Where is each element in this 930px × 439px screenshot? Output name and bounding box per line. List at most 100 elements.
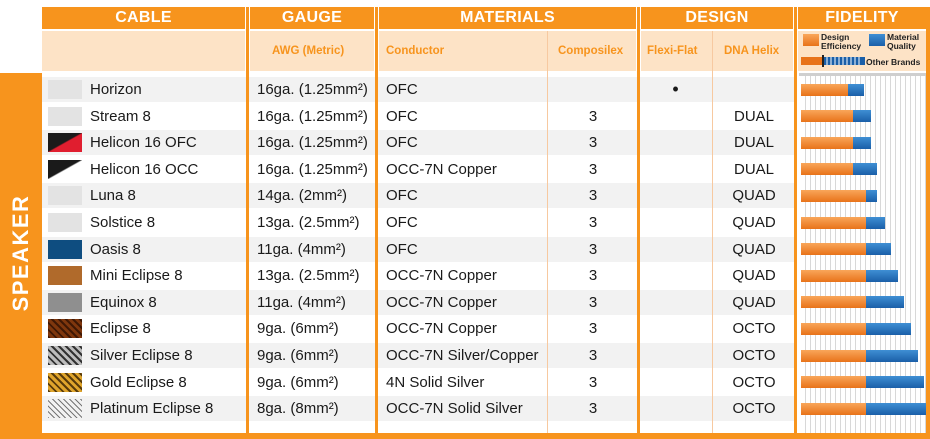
composilex-value: 3 bbox=[588, 187, 598, 205]
material-quality-bar bbox=[853, 136, 871, 149]
gauge-value: 13ga. (2.5mm²) bbox=[257, 214, 360, 231]
subheader-flexi-flat: Flexi-Flat bbox=[647, 45, 698, 57]
flexi-flat-value bbox=[638, 263, 713, 288]
flexi-flat-value bbox=[638, 343, 713, 368]
gauge-value: 16ga. (1.25mm²) bbox=[257, 134, 368, 152]
table-row: Mini Eclipse 8 13ga. (2.5mm²) OCC-7N Coppe… bbox=[42, 263, 795, 289]
dna-helix-value: OCTO bbox=[732, 400, 776, 418]
design-efficiency-bar bbox=[801, 110, 854, 123]
cable-swatch bbox=[48, 319, 82, 339]
fidelity-bars-panel bbox=[799, 73, 928, 433]
composilex-value: 3 bbox=[588, 160, 598, 178]
subheader-awg: AWG (Metric) bbox=[272, 45, 345, 57]
column-divider bbox=[794, 7, 797, 433]
cable-name: Gold Eclipse 8 bbox=[90, 373, 187, 391]
legend-other-brands: Other Brands bbox=[866, 57, 921, 67]
conductor-value: OCC-7N Copper bbox=[386, 320, 497, 338]
fidelity-gridline bbox=[910, 73, 911, 433]
flexi-flat-value bbox=[638, 237, 713, 262]
subheader-gauge-bg bbox=[250, 31, 374, 71]
header-gauge: GAUGE bbox=[250, 7, 374, 29]
material-quality-bar bbox=[865, 269, 898, 282]
dna-helix-value: DUAL bbox=[733, 160, 774, 178]
conductor-value: OFC bbox=[386, 107, 418, 125]
flexi-flat-value: • bbox=[672, 79, 679, 99]
composilex-value: 3 bbox=[588, 293, 598, 311]
cable-name: Solstice 8 bbox=[90, 214, 156, 231]
cable-name: Mini Eclipse 8 bbox=[90, 267, 183, 285]
design-efficiency-bar bbox=[801, 402, 866, 415]
dna-helix-value: OCTO bbox=[732, 320, 776, 338]
cable-swatch bbox=[48, 186, 82, 206]
design-efficiency-bar bbox=[801, 163, 854, 176]
design-efficiency-bar bbox=[801, 269, 866, 282]
table-row: Equinox 8 11ga. (4mm²) OCC-7N Copper 3 QUAD bbox=[42, 289, 795, 315]
composilex-value: 3 bbox=[588, 267, 598, 285]
table-row: Horizon 16ga. (1.25mm²) OFC • bbox=[42, 77, 795, 102]
cable-swatch bbox=[48, 80, 82, 99]
subheader-design-bg bbox=[641, 31, 793, 71]
design-efficiency-bar bbox=[801, 243, 866, 256]
gauge-value: 16ga. (1.25mm²) bbox=[257, 81, 368, 98]
cable-name: Helicon 16 OFC bbox=[90, 134, 197, 152]
material-quality-bar bbox=[865, 216, 885, 229]
design-efficiency-bar bbox=[801, 189, 866, 202]
dna-helix-value bbox=[713, 77, 795, 102]
header-cable: CABLE bbox=[42, 7, 245, 29]
material-quality-bar bbox=[865, 322, 912, 335]
fidelity-gridline bbox=[915, 73, 916, 433]
fidelity-gridline bbox=[920, 73, 921, 433]
fidelity-gridline bbox=[925, 73, 926, 433]
speaker-side-label: SPEAKER bbox=[8, 194, 33, 312]
flexi-flat-value bbox=[638, 130, 713, 155]
conductor-value: OCC-7N Copper bbox=[386, 267, 497, 285]
cable-name: Horizon bbox=[90, 81, 142, 98]
gauge-value: 9ga. (6mm²) bbox=[257, 347, 339, 364]
flexi-flat-value bbox=[638, 210, 713, 235]
table-row: Silver Eclipse 8 9ga. (6mm²) OCC-7N Silver… bbox=[42, 343, 795, 368]
other-brands-bar-icon bbox=[801, 55, 865, 67]
bottom-border bbox=[0, 433, 930, 439]
subheader-cable-bg bbox=[42, 31, 245, 71]
cable-name: Stream 8 bbox=[90, 107, 151, 125]
cable-swatch bbox=[48, 372, 82, 392]
dna-helix-value: DUAL bbox=[733, 107, 774, 125]
gauge-value: 11ga. (4mm²) bbox=[257, 240, 346, 258]
column-divider bbox=[246, 7, 249, 433]
conductor-value: OCC-7N Copper bbox=[386, 293, 497, 311]
material-quality-bar bbox=[865, 243, 892, 256]
flexi-flat-value bbox=[638, 104, 713, 129]
material-quality-bar bbox=[853, 110, 871, 123]
conductor-value: OFC bbox=[386, 187, 418, 205]
conductor-value: OFC bbox=[386, 214, 418, 231]
flexi-flat-value bbox=[638, 157, 713, 182]
design-efficiency-bar bbox=[801, 322, 866, 335]
legend-design-efficiency: Design Efficiency bbox=[821, 32, 862, 51]
column-divider bbox=[637, 7, 640, 433]
flexi-flat-value bbox=[638, 290, 713, 315]
gauge-value: 8ga. (8mm²) bbox=[257, 400, 339, 418]
composilex-value: 3 bbox=[588, 134, 598, 152]
gauge-value: 13ga. (2.5mm²) bbox=[257, 267, 360, 285]
material-quality-bar bbox=[847, 83, 865, 96]
gauge-value: 9ga. (6mm²) bbox=[257, 320, 339, 338]
composilex-value: 3 bbox=[588, 347, 598, 364]
table-row: Gold Eclipse 8 9ga. (6mm²) 4N Solid Silver… bbox=[42, 369, 795, 395]
dna-helix-value: OCTO bbox=[732, 347, 776, 364]
gauge-value: 16ga. (1.25mm²) bbox=[257, 160, 368, 178]
column-divider bbox=[375, 7, 378, 433]
cable-swatch bbox=[48, 346, 82, 365]
conductor-value: OCC-7N Copper bbox=[386, 160, 497, 178]
material-quality-bar bbox=[865, 349, 918, 362]
material-quality-bar bbox=[853, 163, 878, 176]
flexi-flat-value bbox=[638, 183, 713, 208]
fidelity-gridline bbox=[905, 73, 906, 433]
design-efficiency-swatch bbox=[803, 34, 819, 46]
cable-name: Helicon 16 OCC bbox=[90, 160, 199, 178]
composilex-value: 3 bbox=[588, 320, 598, 338]
header-fidelity: FIDELITY bbox=[798, 7, 926, 29]
cable-name: Platinum Eclipse 8 bbox=[90, 400, 214, 418]
cable-swatch bbox=[48, 133, 82, 153]
gauge-value: 16ga. (1.25mm²) bbox=[257, 107, 368, 125]
legend-material-quality: Material Quality bbox=[887, 32, 920, 51]
